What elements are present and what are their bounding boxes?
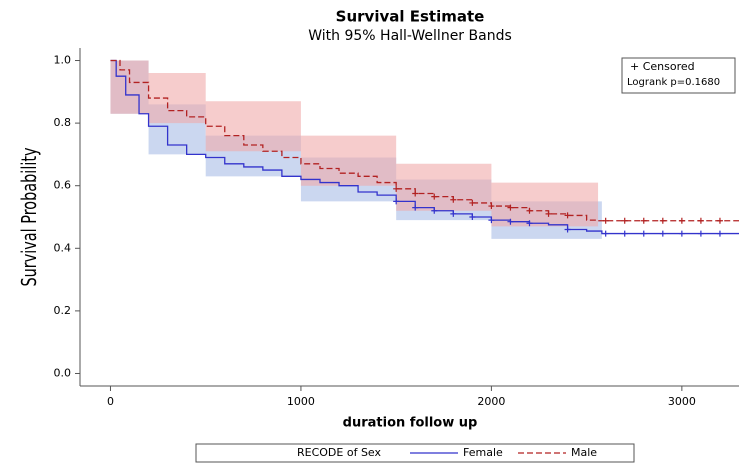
y-tick-label: 0.2 — [54, 304, 72, 317]
inset-text: + Censored — [630, 60, 695, 73]
censor-mark — [469, 214, 476, 220]
legend-label: Female — [463, 446, 503, 459]
censor-mark — [507, 218, 514, 225]
confidence-band — [110, 60, 599, 239]
censor-mark — [659, 230, 666, 237]
censor-mark — [716, 230, 723, 237]
chart-subtitle: With 95% Hall-Wellner Bands — [308, 28, 512, 44]
y-tick-label: 0.6 — [54, 179, 72, 192]
censor-mark — [621, 230, 628, 237]
censor-mark — [393, 185, 400, 192]
censor-mark — [678, 217, 685, 224]
censor-mark — [602, 230, 609, 237]
x-tick-label: 1000 — [287, 395, 315, 408]
censor-mark — [469, 199, 476, 206]
plot-area — [110, 59, 739, 255]
chart-title: Survival Estimate — [336, 8, 485, 26]
x-tick-label: 3000 — [668, 395, 696, 408]
censor-mark — [640, 230, 647, 237]
censor-mark — [564, 212, 571, 219]
censor-mark — [697, 217, 704, 224]
censor-mark — [602, 217, 609, 224]
censor-mark — [678, 230, 685, 237]
censor-mark — [412, 190, 419, 197]
censor-mark — [564, 226, 571, 233]
y-axis-label: Survival Probability — [18, 147, 41, 286]
inset-frame — [621, 57, 736, 94]
censor-mark — [526, 207, 533, 214]
censor-mark — [450, 210, 457, 217]
censor-mark — [507, 204, 514, 211]
censor-mark — [621, 217, 628, 224]
inset-text: Logrank p=0.1680 — [627, 77, 720, 88]
legend-label: Male — [571, 446, 597, 459]
inset-box: + Censored Logrank p=0.1680 — [621, 57, 736, 94]
censor-mark — [488, 203, 495, 210]
x-tick-label: 0 — [107, 395, 114, 408]
y-tick-label: 0.0 — [54, 366, 72, 379]
legend: RECODE of Sex Female Male — [195, 443, 635, 463]
censor-mark — [393, 198, 400, 205]
legend-items: Female Male — [410, 446, 597, 459]
y-tick-label: 0.8 — [54, 116, 72, 129]
censor-mark — [545, 210, 552, 217]
censor-mark — [450, 196, 457, 203]
x-axis-label: duration follow up — [343, 416, 478, 431]
y-tick-label: 0.4 — [54, 241, 72, 254]
x-tick-label: 2000 — [477, 395, 505, 408]
censor-mark — [659, 217, 666, 224]
censor-mark — [716, 217, 723, 224]
censor-mark — [526, 220, 533, 227]
censor-mark — [431, 207, 438, 214]
y-tick-label: 1.0 — [54, 54, 72, 67]
censor-mark — [640, 217, 647, 224]
legend-title: RECODE of Sex — [297, 446, 382, 459]
censor-mark — [431, 193, 438, 200]
censor-mark — [488, 217, 495, 224]
censor-mark — [412, 204, 419, 211]
censor-mark — [697, 230, 704, 237]
